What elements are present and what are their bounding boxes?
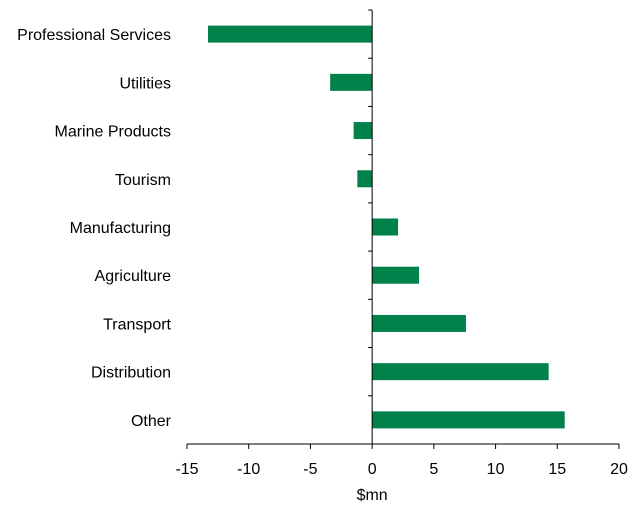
bar-distribution xyxy=(372,363,549,381)
category-label: Distribution xyxy=(91,365,171,382)
x-tick-label: 15 xyxy=(548,461,566,478)
bar-transport xyxy=(372,314,466,332)
bar-tourism xyxy=(357,170,373,188)
bar-agriculture xyxy=(372,266,420,284)
bar-utilities xyxy=(330,73,373,91)
category-label: Manufacturing xyxy=(70,220,171,237)
x-axis-label: $mn xyxy=(357,487,388,504)
x-tick-label: -15 xyxy=(175,461,198,478)
x-tick-label: 20 xyxy=(610,461,628,478)
bar-manufacturing xyxy=(372,218,399,236)
x-axis-ticks: -15 -10 -5 0 5 10 15 20 xyxy=(175,444,628,478)
bar-professional-services xyxy=(207,25,373,43)
category-label: Transport xyxy=(103,316,171,333)
x-tick-label: 10 xyxy=(487,461,505,478)
x-tick-label: -10 xyxy=(237,461,260,478)
category-labels: Professional Services Utilities Marine Pro… xyxy=(17,27,172,430)
bars-group xyxy=(207,25,565,429)
category-label: Professional Services xyxy=(17,27,171,44)
bar-other xyxy=(372,411,565,429)
bar-marine-products xyxy=(353,122,373,140)
category-label: Utilities xyxy=(119,75,171,92)
category-label: Marine Products xyxy=(55,124,172,141)
category-label: Other xyxy=(131,413,172,430)
x-tick-label: -5 xyxy=(303,461,317,478)
x-tick-label: 0 xyxy=(368,461,377,478)
category-label: Tourism xyxy=(115,172,171,189)
x-tick-label: 5 xyxy=(429,461,438,478)
category-label: Agriculture xyxy=(95,268,172,285)
